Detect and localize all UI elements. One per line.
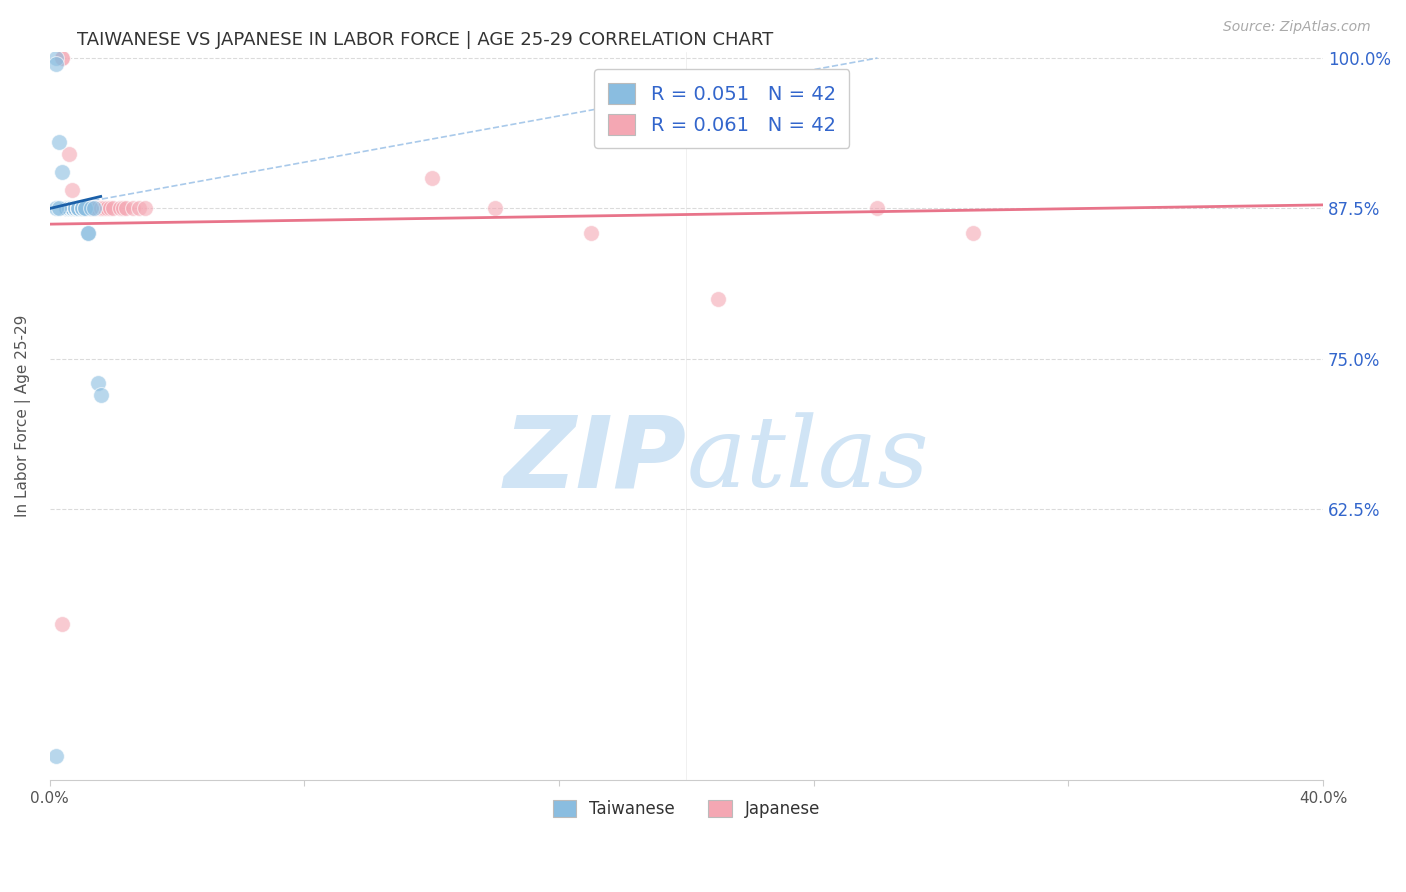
Point <box>73 202 96 216</box>
Point <box>77 226 100 240</box>
Point <box>48 136 70 150</box>
Text: TAIWANESE VS JAPANESE IN LABOR FORCE | AGE 25-29 CORRELATION CHART: TAIWANESE VS JAPANESE IN LABOR FORCE | A… <box>77 31 773 49</box>
Point <box>77 202 100 216</box>
Point <box>45 57 67 71</box>
Point <box>86 376 108 390</box>
Point <box>96 202 118 216</box>
Point <box>579 226 602 240</box>
Point <box>60 202 83 216</box>
Point <box>51 165 73 179</box>
Point <box>484 202 506 216</box>
Point <box>134 202 156 216</box>
Point <box>45 51 67 65</box>
Point <box>121 202 143 216</box>
Point <box>60 183 83 197</box>
Point <box>86 202 108 216</box>
Point <box>55 202 77 216</box>
Point <box>45 749 67 764</box>
Point <box>90 202 112 216</box>
Point <box>67 202 90 216</box>
Point <box>73 202 96 216</box>
Point <box>55 202 77 216</box>
Point <box>67 202 90 216</box>
Point <box>962 226 984 240</box>
Point <box>58 147 80 161</box>
Point <box>45 202 67 216</box>
Point <box>70 202 93 216</box>
Point <box>63 202 86 216</box>
Point <box>98 202 121 216</box>
Point <box>70 202 93 216</box>
Point <box>60 202 83 216</box>
Point <box>63 202 86 216</box>
Point <box>73 202 96 216</box>
Point <box>58 202 80 216</box>
Point <box>60 202 83 216</box>
Point <box>73 202 96 216</box>
Point <box>51 51 73 65</box>
Point <box>80 202 103 216</box>
Point <box>51 51 73 65</box>
Point <box>58 202 80 216</box>
Point <box>63 202 86 216</box>
Point <box>80 202 103 216</box>
Point <box>103 202 125 216</box>
Point <box>70 202 93 216</box>
Point <box>48 202 70 216</box>
Point <box>63 202 86 216</box>
Legend: Taiwanese, Japanese: Taiwanese, Japanese <box>544 792 828 827</box>
Point <box>67 202 90 216</box>
Text: Source: ZipAtlas.com: Source: ZipAtlas.com <box>1223 20 1371 34</box>
Point <box>67 202 90 216</box>
Point <box>67 202 90 216</box>
Point <box>77 202 100 216</box>
Point <box>90 202 112 216</box>
Point <box>70 202 93 216</box>
Point <box>83 202 105 216</box>
Point <box>51 616 73 631</box>
Text: atlas: atlas <box>686 412 929 508</box>
Point <box>67 202 90 216</box>
Point <box>83 202 105 216</box>
Point <box>60 202 83 216</box>
Point <box>111 202 134 216</box>
Point <box>60 202 83 216</box>
Point <box>67 202 90 216</box>
Point <box>60 202 83 216</box>
Point <box>63 202 86 216</box>
Point <box>93 202 115 216</box>
Point <box>58 202 80 216</box>
Y-axis label: In Labor Force | Age 25-29: In Labor Force | Age 25-29 <box>15 315 31 517</box>
Point <box>77 202 100 216</box>
Text: ZIP: ZIP <box>503 411 686 508</box>
Point <box>420 171 443 186</box>
Point <box>77 226 100 240</box>
Point <box>70 202 93 216</box>
Point <box>80 202 103 216</box>
Point <box>866 202 889 216</box>
Point <box>90 388 112 402</box>
Point <box>63 202 86 216</box>
Point <box>63 202 86 216</box>
Point <box>115 202 138 216</box>
Point <box>67 202 90 216</box>
Point <box>70 202 93 216</box>
Point <box>58 202 80 216</box>
Point <box>707 292 730 306</box>
Point <box>55 202 77 216</box>
Point <box>128 202 150 216</box>
Point <box>58 202 80 216</box>
Point <box>70 202 93 216</box>
Point <box>108 202 131 216</box>
Point <box>83 202 105 216</box>
